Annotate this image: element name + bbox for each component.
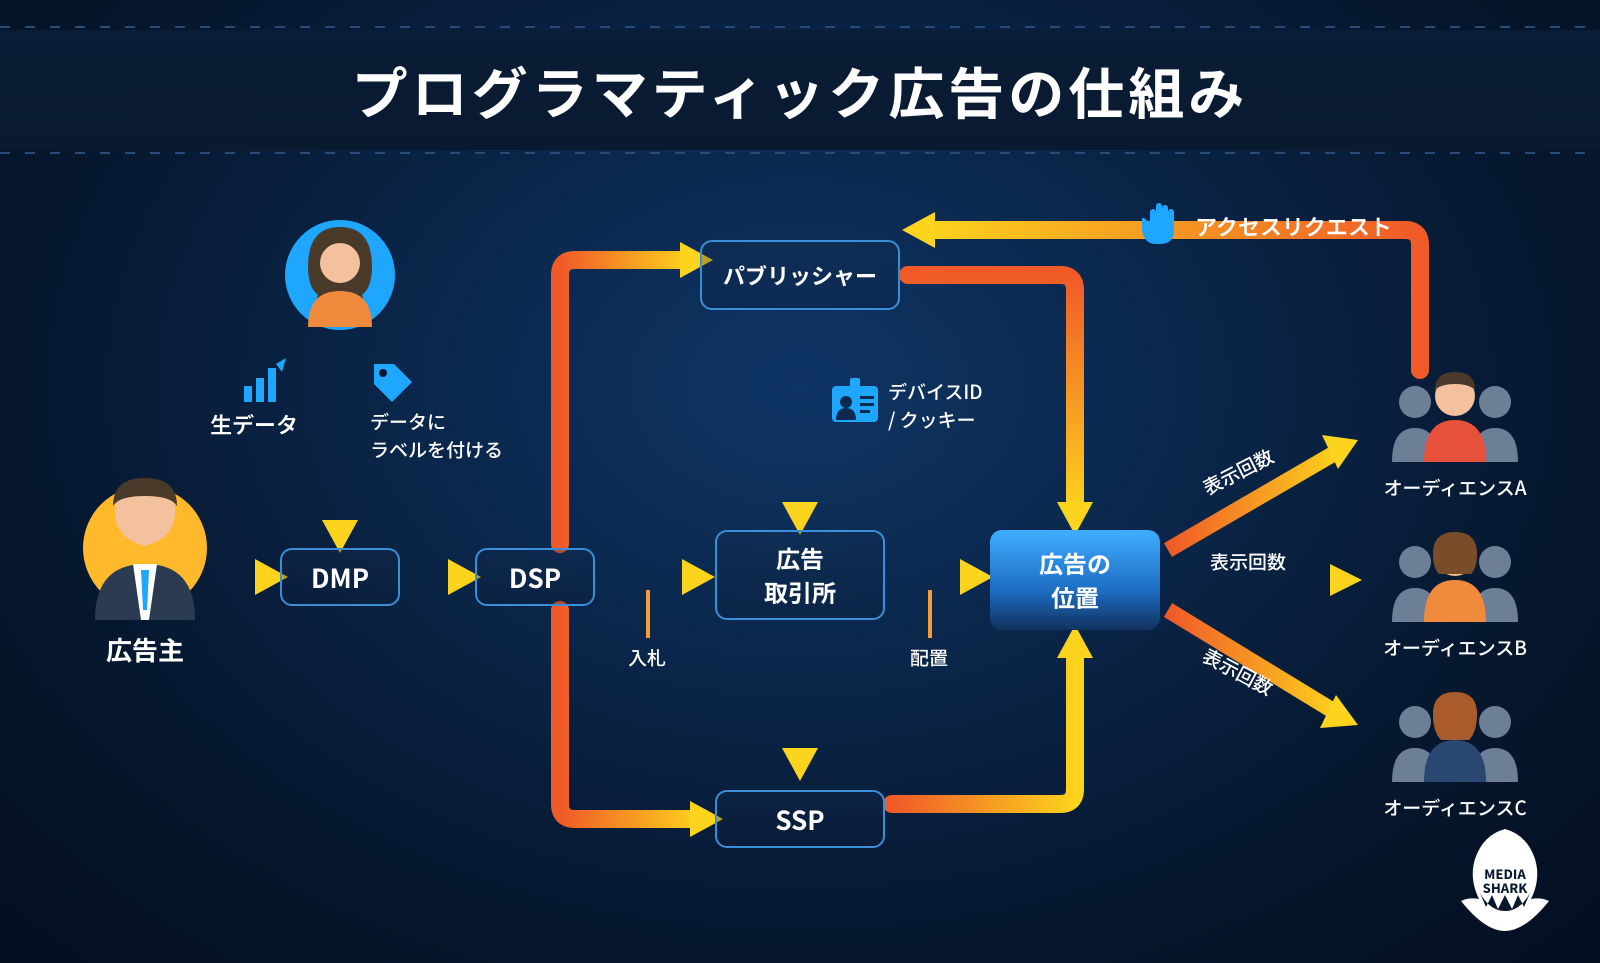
node-dsp-label: DSP [509, 559, 561, 596]
node-exchange: 広告 取引所 [715, 530, 885, 620]
node-dsp: DSP [475, 548, 595, 606]
node-ssp-label: SSP [775, 801, 824, 838]
arrow-dsp-exchange [602, 559, 715, 638]
tag-icon [368, 358, 416, 411]
label-bid: 入札 [628, 644, 666, 671]
node-exchange-l2: 取引所 [764, 575, 836, 609]
arrow-exchange-placement [892, 559, 993, 638]
audience-a: オーディエンスA [1370, 370, 1540, 501]
advertiser-label: 広告主 [60, 631, 230, 668]
dash-under-title [0, 152, 1600, 154]
audience-b: オーディエンスB [1370, 530, 1540, 661]
label-impressions-a: 表示回数 [1198, 442, 1278, 501]
node-placement-l2: 位置 [1051, 580, 1099, 614]
arrow-publisher-placement [908, 275, 1093, 535]
advertiser-person: 広告主 [60, 470, 230, 668]
audience-a-label: オーディエンスA [1370, 474, 1540, 501]
label-tag-data-1: データに [370, 408, 446, 435]
node-ssp: SSP [715, 790, 885, 848]
node-placement-l1: 広告の [1039, 546, 1111, 580]
label-access-request: アクセスリクエスト [1195, 210, 1392, 242]
node-exchange-l1: 広告 [776, 541, 824, 575]
arrow-publisher-exchange [782, 318, 818, 535]
node-publisher-label: パブリッシャー [723, 260, 877, 291]
title-bar: プログラマティック広告の仕組み [0, 30, 1600, 150]
group-icon [1380, 690, 1530, 785]
label-impressions-b: 表示回数 [1210, 548, 1286, 575]
label-device-1: デバイスID [888, 378, 983, 405]
person-icon [75, 470, 215, 620]
audience-c-label: オーディエンスC [1370, 794, 1540, 821]
brand-logo: MEDIA SHARK [1450, 823, 1560, 933]
label-device-2: / クッキー [888, 406, 976, 433]
bars-up-icon [242, 358, 288, 409]
label-impressions-c: 表示回数 [1198, 642, 1278, 702]
node-dmp: DMP [280, 548, 400, 606]
node-dmp-label: DMP [311, 559, 369, 596]
arrow-dsp-publisher [560, 242, 713, 544]
arrow-dmp-dsp [408, 559, 481, 595]
label-raw-data: 生データ [210, 408, 298, 440]
page-title: プログラマティック広告の仕組み [352, 50, 1249, 131]
arrow-person-dmp [322, 335, 358, 553]
persona-icon [280, 215, 400, 340]
id-badge-icon [830, 378, 880, 429]
node-publisher: パブリッシャー [700, 240, 900, 310]
arrow-exchange-ssp [782, 628, 818, 781]
label-deploy: 配置 [910, 644, 948, 671]
audience-b-label: オーディエンスB [1370, 634, 1540, 661]
node-placement: 広告の 位置 [990, 530, 1160, 630]
dash-top [0, 26, 1600, 28]
diagram-stage: 広告主 DMP DSP パブリッシャー 広告 取引所 SSP 広告の 位置 [0, 160, 1600, 960]
group-icon [1380, 370, 1530, 465]
logo-line2: SHARK [1483, 881, 1528, 895]
group-icon [1380, 530, 1530, 625]
audience-c: オーディエンスC [1370, 690, 1540, 821]
hand-stop-icon [1142, 200, 1184, 253]
label-tag-data-2: ラベルを付ける [370, 436, 503, 463]
